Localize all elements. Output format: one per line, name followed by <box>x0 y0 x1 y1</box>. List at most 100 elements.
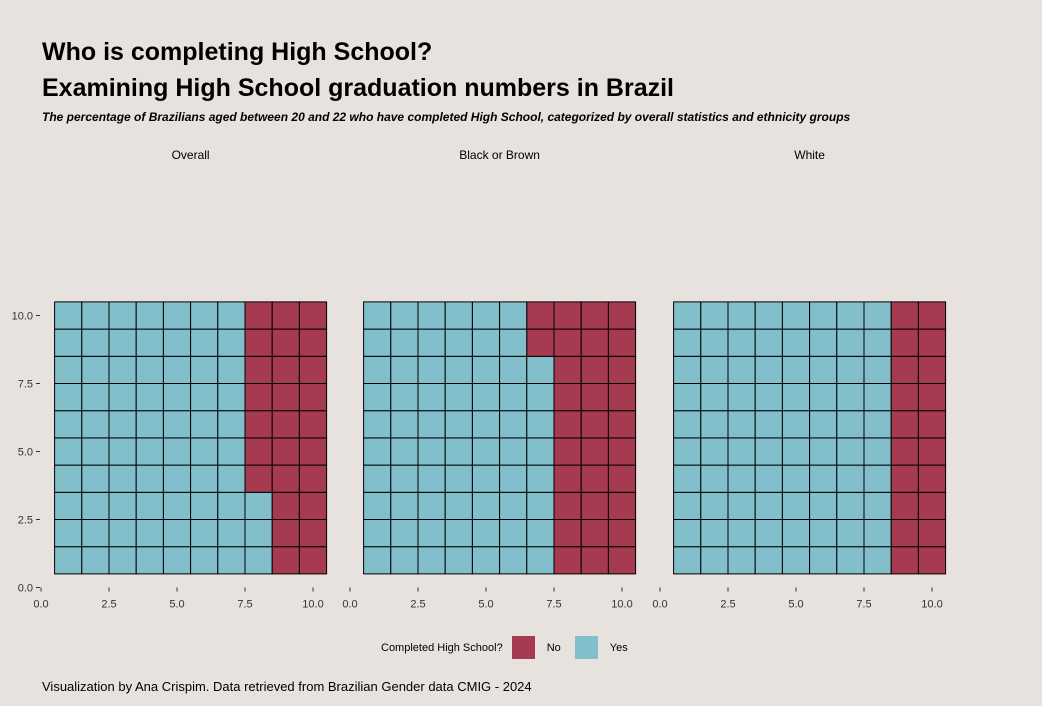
waffle-cell-no <box>890 491 919 520</box>
waffle-cell-yes <box>836 328 865 357</box>
waffle-cell-yes <box>863 410 892 439</box>
waffle-cell-no <box>580 519 609 548</box>
waffle-cell-yes <box>390 328 419 357</box>
waffle-cell-no <box>917 519 947 548</box>
waffle-cell-no <box>580 301 609 330</box>
waffle-cell-yes <box>190 519 219 548</box>
waffle-cell-yes <box>700 383 729 412</box>
waffle-cell-yes <box>754 437 783 466</box>
waffle-cell-yes <box>135 464 164 493</box>
waffle-cell-yes <box>727 383 756 412</box>
legend-key-yes <box>574 636 598 659</box>
waffle-cell-no <box>607 546 637 575</box>
waffle-cell-yes <box>190 301 219 330</box>
waffle-cell-no <box>244 410 273 439</box>
waffle-cell-yes <box>81 328 110 357</box>
waffle-cell-yes <box>471 464 501 493</box>
waffle-cell-yes <box>108 519 137 548</box>
waffle-cell-yes <box>417 491 446 520</box>
waffle-cell-yes <box>700 437 729 466</box>
waffle-cell-yes <box>809 519 838 548</box>
waffle-cell-yes <box>417 464 446 493</box>
waffle-cell-yes <box>781 383 811 412</box>
waffle-cell-no <box>298 410 328 439</box>
waffle-cell-yes <box>444 410 473 439</box>
waffle-cell-yes <box>244 519 273 548</box>
chart-title-line1: Who is completing High School? <box>42 38 433 66</box>
waffle-cell-yes <box>499 519 528 548</box>
waffle-cell-yes <box>673 301 702 330</box>
waffle-cell-yes <box>390 301 419 330</box>
waffle-cell-yes <box>444 301 473 330</box>
waffle-cell-yes <box>54 301 83 330</box>
waffle-cell-no <box>526 328 555 357</box>
waffle-cell-yes <box>54 491 83 520</box>
waffle-cell-no <box>244 301 273 330</box>
x-tick-label: 10.0 <box>611 599 632 611</box>
waffle-cell-yes <box>135 437 164 466</box>
waffle-cell-yes <box>673 328 702 357</box>
waffle-cell-yes <box>809 301 838 330</box>
waffle-cell-yes <box>526 464 555 493</box>
waffle-cell-no <box>244 437 273 466</box>
waffle-cell-no <box>580 546 609 575</box>
waffle-cell-yes <box>809 546 838 575</box>
waffle-cell-yes <box>135 491 164 520</box>
y-tick-label: 0.0 <box>18 583 33 595</box>
waffle-cell-no <box>244 383 273 412</box>
waffle-cell-yes <box>363 437 392 466</box>
waffle-cell-no <box>607 437 637 466</box>
waffle-cell-yes <box>444 519 473 548</box>
waffle-cell-yes <box>135 355 164 384</box>
waffle-cell-yes <box>390 464 419 493</box>
waffle-cell-yes <box>190 355 219 384</box>
waffle-cell-no <box>271 301 300 330</box>
waffle-cell-no <box>298 546 328 575</box>
waffle-cell-yes <box>363 546 392 575</box>
waffle-cell-yes <box>217 437 246 466</box>
waffle-cell-yes <box>754 383 783 412</box>
waffle-cell-yes <box>836 437 865 466</box>
caption: Visualization by Ana Crispim. Data retri… <box>42 679 532 694</box>
waffle-cell-yes <box>217 355 246 384</box>
waffle-cell-yes <box>190 464 219 493</box>
legend-label-yes: Yes <box>609 641 628 654</box>
waffle-cell-no <box>607 491 637 520</box>
waffle-cell-no <box>580 464 609 493</box>
waffle-cell-yes <box>190 491 219 520</box>
y-tick-label: 7.5 <box>18 379 33 391</box>
x-tick-label: 7.5 <box>856 599 871 611</box>
waffle-cell-no <box>553 410 582 439</box>
waffle-cell-yes <box>836 301 865 330</box>
waffle-cell-no <box>526 301 555 330</box>
waffle-cell-yes <box>108 301 137 330</box>
waffle-cell-yes <box>190 546 219 575</box>
waffle-cell-no <box>298 519 328 548</box>
waffle-cell-yes <box>526 546 555 575</box>
waffle-cell-yes <box>836 519 865 548</box>
waffle-cell-yes <box>727 410 756 439</box>
waffle-cell-no <box>271 546 300 575</box>
waffle-cell-yes <box>781 410 811 439</box>
waffle-cell-yes <box>700 519 729 548</box>
waffle-cell-yes <box>700 464 729 493</box>
waffle-cell-yes <box>809 410 838 439</box>
legend-key-no <box>511 636 535 659</box>
waffle-cell-no <box>553 464 582 493</box>
waffle-cell-yes <box>162 355 192 384</box>
waffle-cell-yes <box>754 546 783 575</box>
waffle-cell-yes <box>108 410 137 439</box>
waffle-cell-yes <box>526 410 555 439</box>
waffle-cell-no <box>890 328 919 357</box>
waffle-cell-yes <box>836 546 865 575</box>
waffle-cell-yes <box>81 301 110 330</box>
waffle-cell-yes <box>673 519 702 548</box>
waffle-cell-yes <box>54 519 83 548</box>
waffle-cell-no <box>553 301 582 330</box>
waffle-cell-yes <box>217 546 246 575</box>
waffle-cell-yes <box>727 437 756 466</box>
waffle-cell-yes <box>836 410 865 439</box>
waffle-cell-yes <box>444 355 473 384</box>
waffle-cell-yes <box>836 464 865 493</box>
waffle-cell-yes <box>390 410 419 439</box>
